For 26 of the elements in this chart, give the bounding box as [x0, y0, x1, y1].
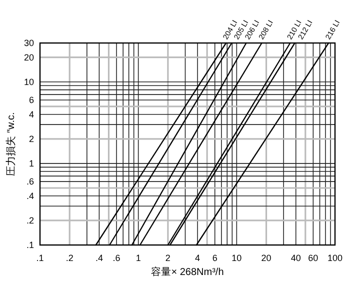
x-tick-label: 10 — [232, 253, 242, 263]
x-tick-label: .1 — [36, 253, 44, 263]
y-tick-label: 2 — [28, 134, 34, 144]
x-tick-label: 20 — [261, 253, 272, 263]
x-tick-label: .6 — [112, 253, 120, 263]
y-tick-label: 30 — [24, 38, 34, 48]
y-tick-label: .4 — [26, 190, 34, 201]
x-tick-label: 60 — [308, 253, 318, 263]
y-axis-title: 圧力損失 ″w.c. — [5, 112, 17, 176]
y-tick-label: 4 — [28, 109, 34, 120]
x-tick-label: .2 — [66, 253, 74, 263]
x-axis-title: 容量× 268Nm³/h — [151, 266, 224, 278]
x-tick-label: 40 — [290, 253, 301, 263]
x-tick-label: 4 — [195, 253, 200, 263]
x-tick-label: 100 — [327, 253, 343, 263]
x-tick-label: 1 — [136, 253, 141, 263]
x-tick-label: 2 — [165, 253, 170, 263]
y-tick-label: 20 — [24, 52, 34, 62]
y-tick-label: .1 — [26, 240, 34, 250]
y-tick-label: 6 — [28, 95, 34, 105]
y-tick-label: 1 — [28, 158, 34, 168]
y-tick-label: .2 — [26, 215, 34, 226]
x-tick-label: 6 — [212, 253, 218, 263]
y-tick-label: .6 — [26, 176, 34, 187]
x-tick-label: .4 — [95, 253, 103, 263]
y-tick-label: 10 — [24, 76, 34, 87]
